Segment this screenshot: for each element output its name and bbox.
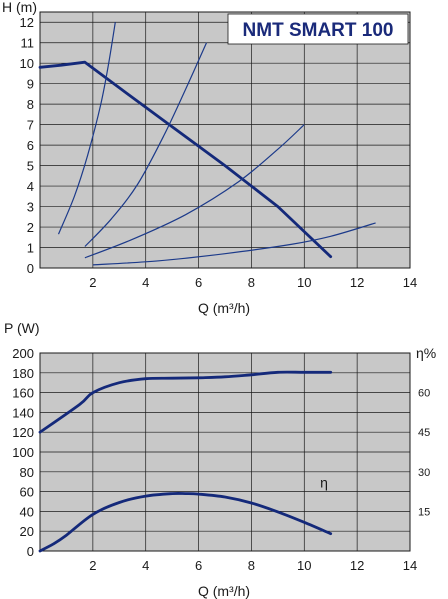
- power-y-ticks: 0 20 40 60 80 100 120 140 160 180 200: [12, 346, 34, 559]
- efficiency-tick-label: 15: [418, 506, 430, 518]
- head-grid: [40, 12, 410, 268]
- y-tick-label: 0: [27, 261, 34, 276]
- y-tick-label: 3: [27, 200, 34, 215]
- head-x-axis-label: Q (m³/h): [198, 300, 250, 316]
- y-tick-label: 120: [12, 425, 34, 440]
- system-curve-2: [84, 42, 208, 247]
- y-tick-label: 11: [21, 36, 35, 51]
- efficiency-ticks: 15 30 45 60: [418, 388, 430, 519]
- x-tick-label: 14: [403, 558, 417, 573]
- system-curve-4: [92, 222, 376, 266]
- head-y-axis-label: H (m): [2, 0, 37, 15]
- x-tick-label: 10: [297, 275, 311, 290]
- power-chart: 0 20 40 60 80 100 120 140 160 180 200 15 30 45 60 2 4 6…: [4, 320, 436, 599]
- system-curve-1: [57, 22, 116, 235]
- efficiency-curve-label: η: [320, 474, 328, 490]
- title-box: [227, 13, 409, 45]
- y-tick-label: 12: [20, 15, 34, 30]
- head-x-ticks: 2 4 6 8 10 12 14: [89, 275, 417, 290]
- efficiency-tick-label: 30: [418, 467, 430, 479]
- chart-title: NMT SMART 100: [243, 20, 394, 41]
- y-tick-label: 4: [27, 179, 34, 194]
- x-tick-label: 10: [297, 558, 311, 573]
- y-tick-label: 2: [27, 220, 34, 235]
- efficiency-tick-label: 60: [418, 388, 430, 400]
- y-tick-label: 200: [12, 346, 34, 361]
- x-tick-label: 14: [403, 275, 417, 290]
- y-tick-label: 40: [20, 504, 34, 519]
- y-tick-label: 140: [12, 405, 34, 420]
- y-tick-label: 180: [12, 366, 34, 381]
- y-tick-label: 10: [20, 56, 34, 71]
- system-curve-3: [84, 124, 305, 259]
- y-tick-label: 60: [20, 485, 34, 500]
- power-x-axis-label: Q (m³/h): [198, 583, 250, 599]
- x-tick-label: 2: [89, 558, 96, 573]
- head-plot-area: [39, 11, 411, 269]
- y-tick-label: 160: [12, 386, 34, 401]
- x-tick-label: 12: [350, 275, 364, 290]
- x-tick-label: 6: [195, 558, 202, 573]
- power-x-ticks: 2 4 6 8 10 12 14: [89, 558, 417, 573]
- efficiency-axis-label: η%: [416, 345, 436, 361]
- main-curve-0: [38, 60, 333, 259]
- y-tick-label: 7: [27, 118, 34, 133]
- x-tick-label: 6: [195, 275, 202, 290]
- x-tick-label: 8: [248, 275, 255, 290]
- x-tick-label: 12: [350, 558, 364, 573]
- y-tick-label: 0: [27, 544, 34, 559]
- x-tick-label: 2: [89, 275, 96, 290]
- efficiency-tick-label: 45: [418, 427, 430, 439]
- y-tick-label: 80: [20, 465, 34, 480]
- y-tick-label: 9: [27, 77, 34, 92]
- x-tick-label: 4: [142, 275, 149, 290]
- y-tick-label: 20: [20, 524, 34, 539]
- power-curves: [38, 370, 333, 553]
- y-tick-label: 1: [27, 241, 34, 256]
- power-grid: [40, 353, 410, 551]
- y-tick-label: 100: [12, 445, 34, 460]
- y-tick-label: 8: [27, 97, 34, 112]
- y-tick-label: 5: [27, 159, 34, 174]
- main-curve-0: [38, 370, 333, 434]
- head-curves: [38, 22, 376, 266]
- main-curve-1: [38, 491, 333, 553]
- y-tick-label: 6: [27, 138, 34, 153]
- x-tick-label: 4: [142, 558, 149, 573]
- x-tick-label: 8: [248, 558, 255, 573]
- power-y-axis-label: P (W): [4, 320, 40, 336]
